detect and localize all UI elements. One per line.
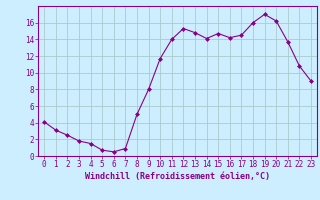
X-axis label: Windchill (Refroidissement éolien,°C): Windchill (Refroidissement éolien,°C) [85,172,270,181]
